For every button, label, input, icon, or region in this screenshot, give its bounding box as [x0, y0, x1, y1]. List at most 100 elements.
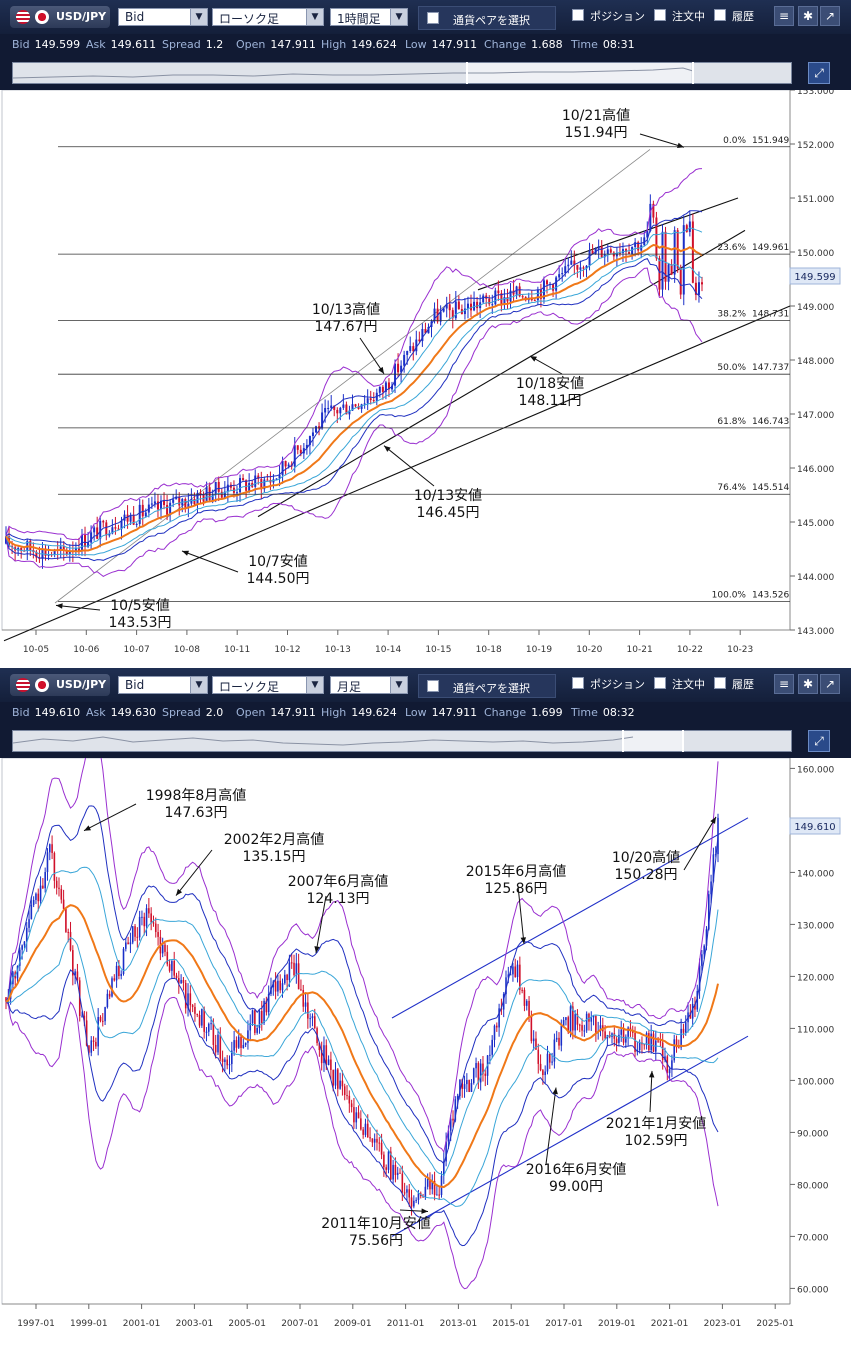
fibonacci-percent-label: 50.0%: [717, 363, 746, 373]
zoom-fit-button[interactable]: ⤢: [808, 730, 830, 752]
candle-body: [182, 979, 185, 983]
candle-body: [327, 1059, 330, 1065]
candle-body: [380, 1142, 383, 1155]
candle-body: [251, 1010, 254, 1024]
candle-body: [77, 548, 80, 552]
candle-body: [360, 1118, 362, 1130]
chart-type-select[interactable]: ローソク足 ▼: [212, 676, 324, 694]
candle-body: [25, 927, 28, 942]
menu-icon[interactable]: ≡: [774, 674, 794, 694]
x-tick-label: 1999-01: [70, 1319, 108, 1329]
position-checkbox[interactable]: [572, 677, 584, 689]
candle-body: [150, 913, 152, 923]
navigator-track[interactable]: [12, 62, 792, 84]
candle-body: [413, 1200, 415, 1207]
candle-body: [330, 405, 333, 408]
chart-toolbar: USD/JPY Bid ▼ ローソク足 ▼ 1時間足 ▼ 通貨ペアを選択 ポジション …: [0, 0, 851, 34]
symbol-button[interactable]: USD/JPY: [10, 6, 110, 28]
pair-select-checkbox[interactable]: [427, 680, 439, 692]
low-value: 147.911: [431, 706, 478, 719]
price-type-select[interactable]: Bid ▼: [118, 676, 208, 694]
candle-body: [463, 1084, 466, 1089]
candle-body: [32, 899, 35, 905]
candle-body: [521, 989, 523, 991]
x-tick-label: 10-05: [23, 645, 49, 655]
timeframe-select[interactable]: 月足 ▼: [330, 676, 408, 694]
navigator-track[interactable]: [12, 730, 792, 752]
symbol-button[interactable]: USD/JPY: [10, 674, 110, 696]
candle-body: [311, 432, 314, 437]
candle-body: [373, 1138, 376, 1143]
candle-body: [664, 231, 667, 282]
candle-body: [108, 533, 111, 536]
candle-body: [585, 1013, 588, 1031]
candle-body: [618, 1034, 620, 1043]
candle-body: [472, 1068, 475, 1083]
candle-body: [436, 1194, 438, 1196]
history-checkbox[interactable]: [714, 9, 726, 21]
annotation-value: 99.00円: [549, 1179, 603, 1195]
annotation-arrow: [545, 1087, 557, 1165]
candle-body: [125, 942, 127, 949]
annotation-value: 125.86円: [485, 881, 548, 897]
spread-value: 1.2: [205, 38, 224, 51]
candle-body: [707, 894, 710, 930]
order-checkbox[interactable]: [654, 677, 666, 689]
spread-label: Spread: [162, 706, 201, 719]
candle-body: [701, 282, 703, 285]
fibonacci-percent-label: 0.0%: [723, 136, 746, 146]
candle-body: [625, 249, 628, 253]
candle-body: [196, 492, 199, 505]
jp-flag-icon: [35, 678, 49, 692]
y-tick-label: 130.000: [797, 921, 834, 931]
pair-select-checkbox[interactable]: [427, 12, 439, 24]
position-checkbox[interactable]: [572, 9, 584, 21]
gear-icon[interactable]: ✱: [798, 674, 818, 694]
candle-body: [245, 480, 248, 491]
candle-body: [523, 989, 526, 1006]
candle-body: [58, 887, 60, 889]
candle-body: [369, 1137, 371, 1139]
pair-select-button[interactable]: 通貨ペアを選択: [418, 6, 556, 30]
chart-type-select[interactable]: ローソク足 ▼: [212, 8, 324, 26]
candle-body: [521, 296, 524, 298]
candle-body: [565, 1017, 567, 1021]
candle-body: [479, 1063, 482, 1083]
price-type-select[interactable]: Bid ▼: [118, 8, 208, 26]
zoom-fit-button[interactable]: ⤢: [808, 62, 830, 84]
annotation-date: 2002年2月高値: [224, 831, 325, 848]
popout-icon[interactable]: ↗: [820, 6, 840, 26]
gear-icon[interactable]: ✱: [798, 6, 818, 26]
navigator-right-handle[interactable]: [692, 62, 694, 84]
candle-body: [406, 1189, 408, 1193]
candle-body: [625, 1036, 627, 1043]
candle-body: [415, 339, 418, 352]
candle-body: [28, 919, 30, 928]
navigator-left-handle[interactable]: [622, 730, 624, 752]
us-flag-icon: [16, 10, 30, 24]
timeframe-select[interactable]: 1時間足 ▼: [330, 8, 408, 26]
menu-icon[interactable]: ≡: [774, 6, 794, 26]
popout-icon[interactable]: ↗: [820, 674, 840, 694]
candle-body: [594, 248, 597, 254]
arrowhead: [552, 1087, 558, 1095]
candle-body: [5, 536, 7, 544]
candle-body: [118, 965, 120, 977]
y-tick-label: 150.000: [797, 249, 834, 259]
chevron-down-icon: ▼: [306, 9, 323, 25]
candle-body: [396, 1172, 399, 1175]
history-checkbox[interactable]: [714, 677, 726, 689]
moving-average-line: [5, 243, 703, 553]
candle-body: [353, 1107, 355, 1123]
candle-body: [93, 527, 96, 533]
navigator-right-handle[interactable]: [682, 730, 684, 752]
candle-body: [339, 407, 342, 414]
annotation-arrow: [55, 604, 101, 611]
navigator-left-handle[interactable]: [466, 62, 468, 84]
candle-body: [392, 1164, 394, 1180]
order-checkbox[interactable]: [654, 9, 666, 21]
candle-body: [205, 1031, 208, 1033]
pair-select-button[interactable]: 通貨ペアを選択: [418, 674, 556, 698]
y-tick-label: 143.000: [797, 627, 834, 637]
x-tick-label: 2003-01: [176, 1319, 214, 1329]
